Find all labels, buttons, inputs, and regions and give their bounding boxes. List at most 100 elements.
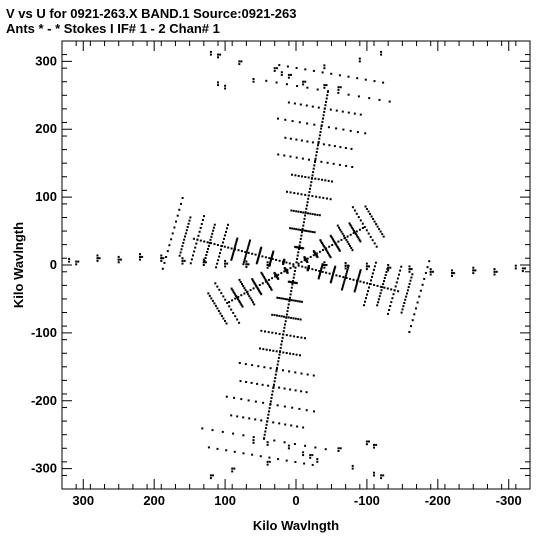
uv-point [307,197,310,200]
uv-point [296,254,299,257]
uv-point [375,443,378,446]
uv-point [218,255,221,258]
uv-point [231,255,234,258]
uv-point [306,122,309,125]
uv-point [266,281,269,284]
uv-point [289,191,292,194]
uv-point [312,69,315,72]
uv-point [309,454,312,457]
uv-point [429,270,432,273]
uv-point [391,297,394,300]
uv-point [411,319,414,322]
uv-point [300,336,303,339]
uv-point [186,226,189,228]
uv-point [217,56,219,59]
uv-point [346,270,348,273]
uv-point [329,234,332,237]
uv-point [173,226,176,229]
uv-point [327,126,330,129]
uv-point [316,458,319,461]
uv-point [268,456,271,459]
uv-point [295,353,298,356]
uv-point [276,366,278,369]
uv-point [209,50,212,53]
uv-point [355,285,358,288]
uv-point [203,215,205,218]
uv-point [428,260,431,263]
uv-point [270,397,273,399]
uv-point [379,285,382,288]
uv-point [293,227,296,230]
uv-point [364,78,367,81]
uv-point [205,254,208,256]
uv-point [238,60,241,63]
uv-point [283,267,286,269]
uv-point [318,273,321,276]
uv-point [240,60,243,63]
uv-point [271,313,274,316]
uv-point [240,294,243,297]
uv-point [168,244,171,247]
uv-point [376,225,379,228]
uv-point [290,424,293,427]
uv-point [317,141,320,143]
uv-point [411,273,414,276]
y-tick-label: -200 [31,393,57,408]
uv-point [406,289,409,292]
uv-point [283,154,286,157]
uv-point [383,280,385,283]
uv-point [354,286,357,289]
uv-point [188,219,191,222]
uv-point [338,74,341,77]
uv-point [271,253,274,255]
uv-point [274,275,277,278]
uv-point [270,257,273,260]
uv-point [265,423,268,426]
uv-point [297,228,300,231]
uv-point [285,316,288,319]
uv-point [227,223,229,226]
uv-point [330,280,333,282]
uv-point [383,286,386,289]
uv-point [330,72,333,75]
uv-point [200,223,203,225]
uv-point [246,249,249,252]
uv-point [279,346,282,349]
uv-point [295,261,298,264]
uv-point [301,227,304,230]
uv-point [346,268,349,271]
uv-point [257,365,260,368]
uv-point [351,206,354,209]
x-tick-label: 100 [214,493,236,508]
uv-point [260,246,263,249]
uv-point [309,456,312,459]
uv-point [189,216,192,219]
uv-point [307,212,309,215]
uv-point [346,240,349,243]
uv-point [240,398,243,401]
uv-point [349,277,352,280]
uv-point [268,284,271,287]
uv-point [287,73,290,76]
uv-point [347,243,350,245]
uv-point [254,284,257,287]
uv-point [295,210,298,213]
uv-point [323,67,326,70]
uv-point [265,427,267,430]
uv-point [350,225,353,228]
uv-point [331,237,334,240]
uv-point [322,143,325,146]
uv-point [276,314,278,317]
uv-point [296,300,299,303]
uv-point [301,229,304,232]
uv-point [292,276,295,279]
uv-point [96,254,99,257]
uv-point [394,285,397,288]
uv-point [472,272,475,275]
uv-point [268,460,271,463]
uv-point [321,263,324,266]
uv-point [340,230,343,233]
uv-point [271,254,274,257]
uv-point [337,91,340,94]
uv-point [311,213,314,216]
